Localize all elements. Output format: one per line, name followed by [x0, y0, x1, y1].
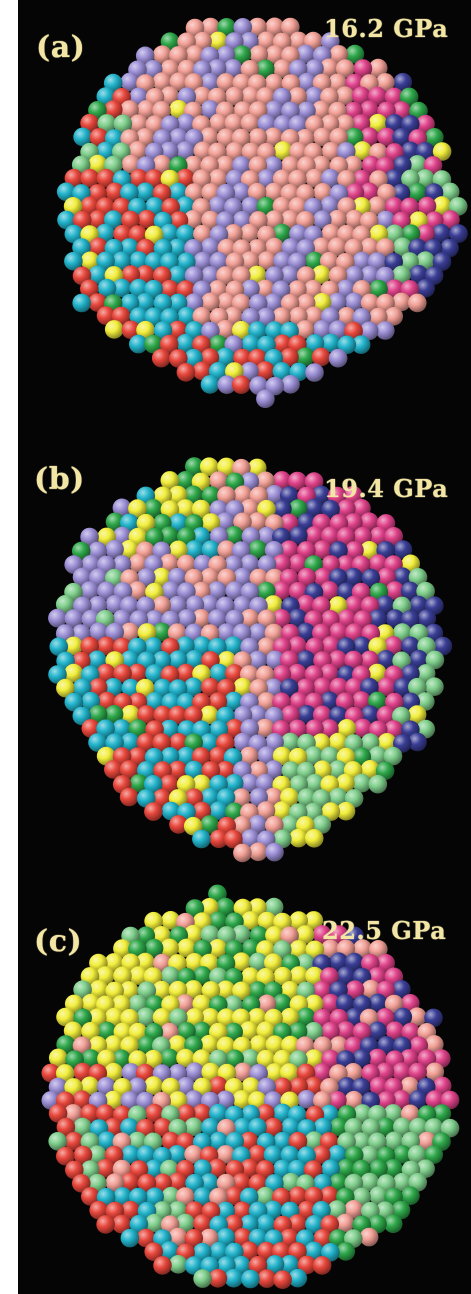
nanocrystal-render-b: [48, 457, 453, 863]
panel-a: (a) 16.2 GPa: [18, 0, 471, 440]
panel-b: (b) 19.4 GPa: [18, 440, 471, 880]
pressure-label-a: 16.2 GPa: [324, 14, 449, 43]
pressure-label-c: 22.5 GPa: [322, 916, 447, 945]
panel-label-a: (a): [36, 30, 86, 65]
panel-c: (c) 22.5 GPa: [18, 880, 471, 1294]
figure: (a) 16.2 GPa (b) 19.4 GPa (c) 22.5 GPa: [18, 0, 471, 1294]
pressure-label-b: 19.4 GPa: [324, 474, 449, 503]
nanocrystal-render-c: [41, 884, 460, 1289]
nanocrystal-render-a: [56, 17, 468, 409]
panel-label-b: (b): [34, 462, 85, 497]
panel-label-c: (c): [34, 924, 83, 959]
